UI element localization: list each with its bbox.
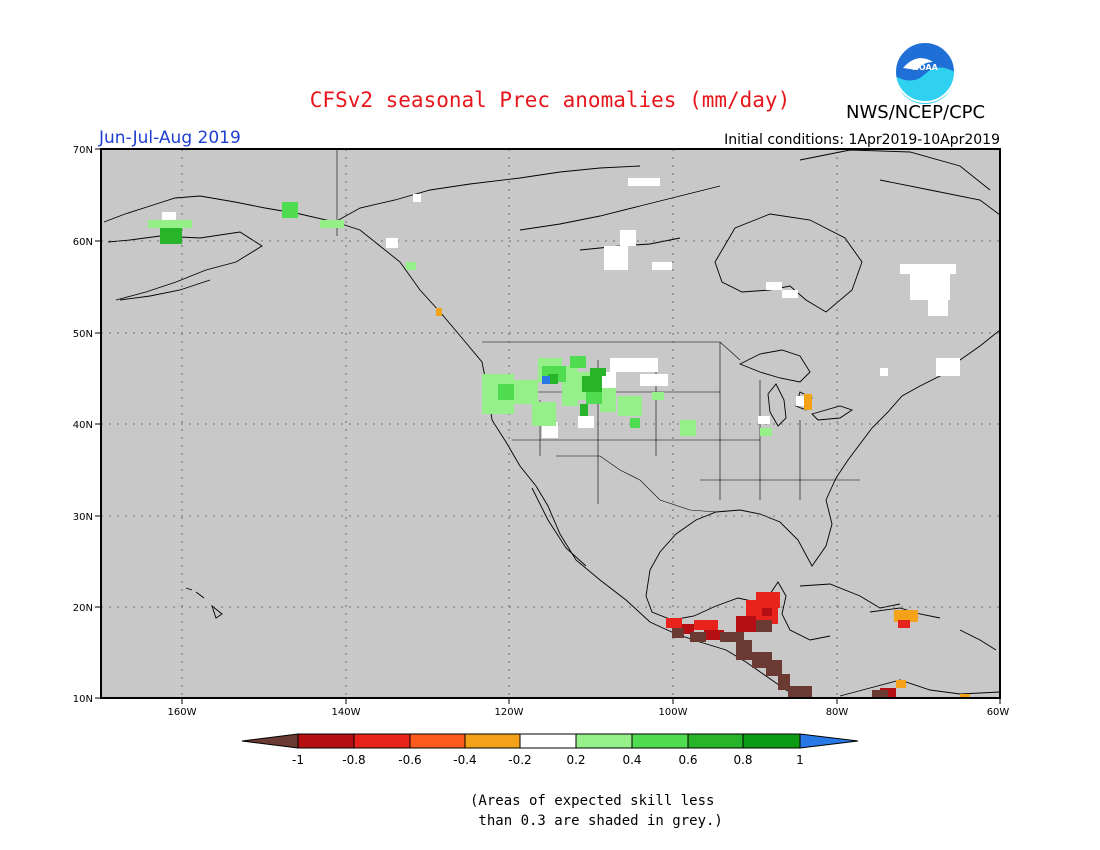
lon-label: 80W (826, 707, 849, 718)
skill-note: (Areas of expected skill less than 0.3 a… (470, 793, 723, 829)
colorbar-tick-label: 0.4 (622, 753, 641, 767)
colorbar-segment (242, 734, 298, 748)
colorbar-tick-label: -0.6 (398, 753, 421, 767)
colorbar-segment (800, 734, 858, 748)
colorbar-tick-label: -1 (292, 753, 304, 767)
colorbar-segment (632, 734, 688, 748)
colorbar-tick-label: -0.8 (342, 753, 365, 767)
chart-title: CFSv2 seasonal Prec anomalies (mm/day) (309, 88, 791, 112)
noaa-logo-text: NOAA (912, 63, 938, 72)
colorbar-outline (241, 733, 859, 749)
colorbar-segment (465, 734, 520, 748)
lon-ticks (181, 698, 1001, 704)
colorbar: -1 -0.8 -0.6 -0.4 -0.2 0.2 0.4 0.6 0.8 1 (241, 733, 859, 767)
colorbar-tick-label: -0.4 (453, 753, 476, 767)
colorbar-segment (354, 734, 410, 748)
colorbar-segment (410, 734, 465, 748)
lon-label: 60W (987, 707, 1010, 718)
anomaly-cells (148, 178, 970, 698)
colorbar-segment (576, 734, 632, 748)
colorbar-tick-label: -0.2 (508, 753, 531, 767)
lon-label: 100W (659, 707, 688, 718)
lat-label: 20N (73, 603, 93, 614)
lat-label: 70N (73, 145, 93, 156)
lat-label: 50N (73, 329, 93, 340)
colorbar-tick-label: 1 (796, 753, 804, 767)
initial-conditions-label: Initial conditions: 1Apr2019-10Apr2019 (724, 132, 1000, 148)
agency-label: NWS/NCEP/CPC (846, 102, 986, 123)
colorbar-labels: -1 -0.8 -0.6 -0.4 -0.2 0.2 0.4 0.6 0.8 1 (292, 753, 804, 767)
colorbar-segment (298, 734, 354, 748)
lat-labels: 70N 60N 50N 40N 30N 20N 10N (73, 145, 93, 705)
colorbar-tick-label: 0.6 (678, 753, 697, 767)
season-label: Jun-Jul-Aug 2019 (99, 128, 241, 148)
lat-label: 40N (73, 420, 93, 431)
map-panel: 70N 60N 50N 40N 30N 20N 10N 160W 140W 12… (73, 145, 1010, 718)
noaa-logo-icon: NOAA (894, 41, 956, 104)
colorbar-tick-label: 0.2 (566, 753, 585, 767)
lon-label: 140W (332, 707, 361, 718)
lat-label: 30N (73, 512, 93, 523)
colorbar-segment (520, 734, 576, 748)
colorbar-tick-label: 0.8 (733, 753, 752, 767)
lat-label: 10N (73, 694, 93, 705)
colorbar-segment (688, 734, 743, 748)
colorbar-segment (743, 734, 800, 748)
lon-label: 120W (495, 707, 524, 718)
lon-labels: 160W 140W 120W 100W 80W 60W (168, 707, 1010, 718)
lat-ticks (95, 148, 101, 699)
lon-label: 160W (168, 707, 197, 718)
lat-label: 60N (73, 237, 93, 248)
